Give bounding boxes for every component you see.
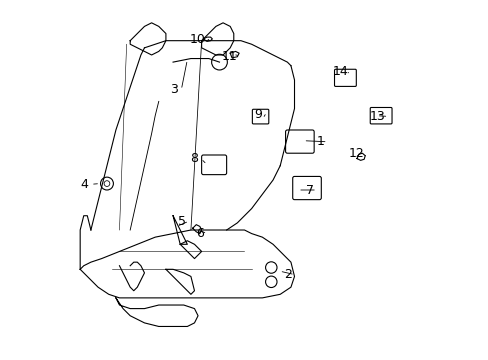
Text: 8: 8 bbox=[190, 152, 198, 165]
Circle shape bbox=[101, 177, 113, 190]
Circle shape bbox=[265, 276, 276, 288]
Text: 10: 10 bbox=[189, 33, 205, 46]
Text: 11: 11 bbox=[221, 50, 237, 63]
Text: 14: 14 bbox=[332, 64, 347, 77]
Text: 6: 6 bbox=[196, 227, 204, 240]
Text: 2: 2 bbox=[284, 268, 291, 281]
Circle shape bbox=[265, 262, 276, 273]
Text: 7: 7 bbox=[305, 184, 313, 197]
FancyBboxPatch shape bbox=[334, 69, 356, 86]
FancyBboxPatch shape bbox=[201, 155, 226, 175]
FancyBboxPatch shape bbox=[292, 176, 321, 200]
Circle shape bbox=[104, 181, 110, 186]
FancyBboxPatch shape bbox=[369, 108, 391, 124]
Text: 12: 12 bbox=[348, 147, 364, 160]
Text: 3: 3 bbox=[170, 84, 178, 96]
Text: 5: 5 bbox=[178, 215, 186, 228]
FancyBboxPatch shape bbox=[285, 130, 313, 153]
Circle shape bbox=[211, 54, 227, 70]
FancyBboxPatch shape bbox=[252, 109, 268, 124]
Text: 1: 1 bbox=[316, 135, 324, 148]
Text: 4: 4 bbox=[80, 178, 88, 191]
Text: 13: 13 bbox=[369, 110, 385, 123]
Text: 9: 9 bbox=[254, 108, 262, 121]
